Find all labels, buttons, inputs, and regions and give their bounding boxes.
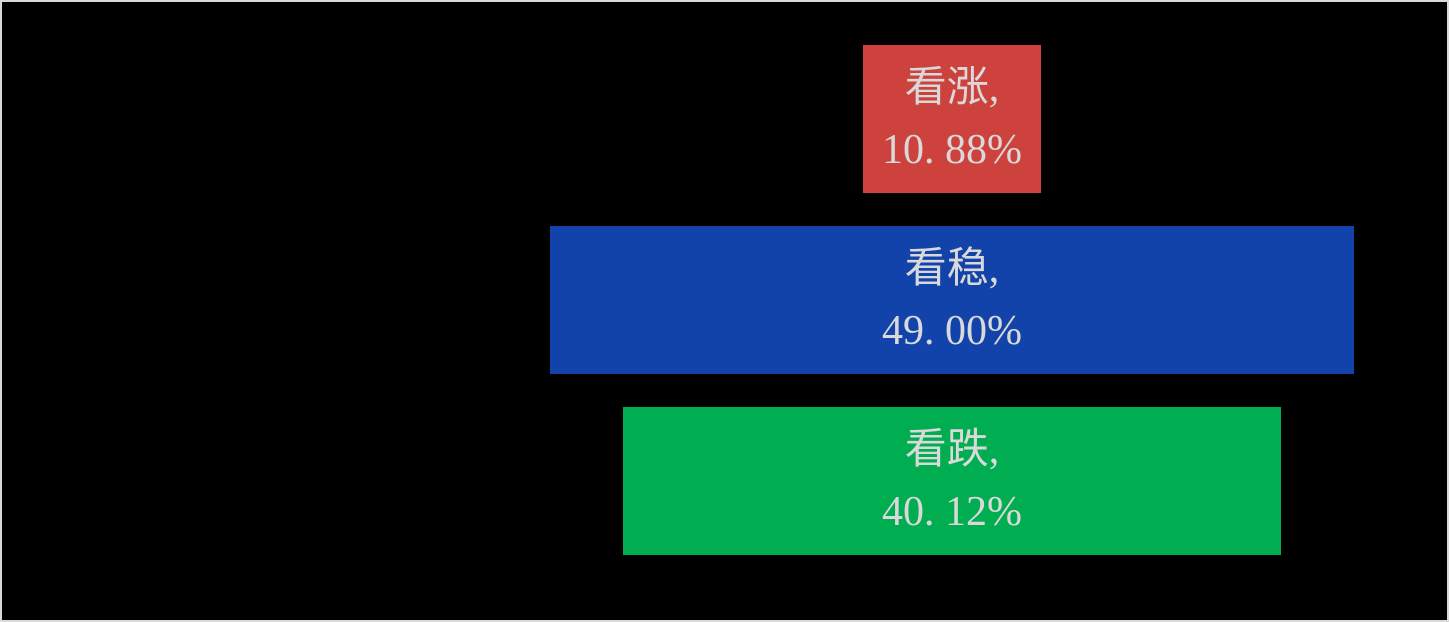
bar-value-label: 40. 12% <box>882 489 1022 535</box>
bar-value-label: 49. 00% <box>882 308 1022 354</box>
bar-category-label: 看稳, <box>904 246 1000 292</box>
funnel-bar-bullish: 看涨, 10. 88% <box>863 45 1041 193</box>
funnel-bar-stable: 看稳, 49. 00% <box>550 226 1354 374</box>
bar-value-label: 10. 88% <box>882 127 1022 173</box>
bar-category-label: 看跌, <box>904 427 1000 473</box>
funnel-bar-bearish: 看跌, 40. 12% <box>623 407 1281 555</box>
bar-category-label: 看涨, <box>904 65 1000 111</box>
